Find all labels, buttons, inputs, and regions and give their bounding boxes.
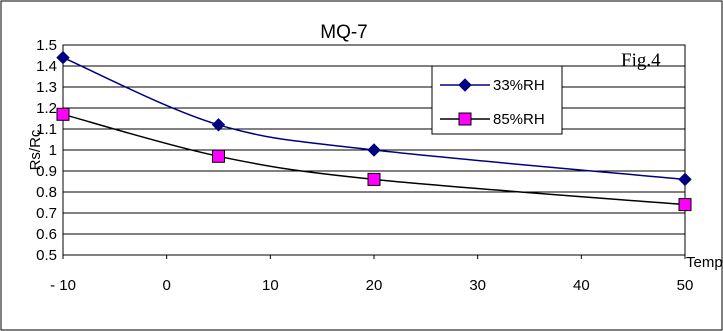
data-point-85-rh — [56, 107, 70, 121]
x-tick-label: 20 — [366, 277, 383, 294]
y-tick-label: 1.2 — [36, 100, 57, 117]
x-tick-label: 40 — [573, 277, 590, 294]
data-point-85-rh — [212, 149, 225, 163]
y-tick-label: 1.3 — [36, 79, 57, 96]
figure-label: Fig.4 — [621, 50, 661, 71]
y-tick-label: 0.5 — [36, 247, 57, 264]
x-tick-label: - 10 — [50, 277, 76, 294]
series-layer — [56, 50, 692, 212]
data-point-33-rh — [678, 172, 692, 187]
chart-title: MQ-7 — [320, 22, 368, 43]
legend: 33%RH 85%RH — [431, 65, 563, 135]
x-tick-label: 0 — [162, 277, 170, 294]
y-tick-label: 0.7 — [36, 205, 57, 222]
x-axis-title: Temp — [686, 254, 723, 271]
y-tick-label: 1.1 — [36, 121, 57, 138]
data-point-33-rh — [367, 143, 381, 157]
data-point-85-rh — [678, 198, 692, 212]
x-tick-label: 10 — [262, 277, 279, 294]
x-tick-label: 30 — [469, 277, 486, 294]
y-tick-label: 1.4 — [36, 58, 57, 75]
legend-label-33-rh: 33%RH — [493, 77, 545, 94]
y-axis-title: Rs/Rc — [27, 129, 44, 170]
y-tick-label: 0.9 — [36, 163, 57, 180]
legend-label-85-rh: 85%RH — [493, 111, 545, 128]
legend-box — [431, 65, 563, 135]
y-tick-label: 1.5 — [36, 37, 57, 54]
x-tick-labels: - 10 0 10 20 30 40 50 — [50, 255, 693, 294]
y-tick-label: 1 — [49, 142, 57, 159]
series-line-33-rh — [62, 56, 686, 181]
series-line-85-rh — [62, 113, 686, 206]
y-tick-label: 0.6 — [36, 226, 57, 243]
legend-marker-33-rh — [458, 78, 472, 92]
data-point-85-rh — [367, 172, 381, 186]
y-tick-labels: 0.5 0.6 0.7 0.8 0.9 1 1.1 1.2 1.3 1.4 1.5 — [36, 37, 57, 264]
data-point-33-rh — [56, 50, 70, 65]
x-tick-label: 50 — [677, 277, 694, 294]
legend-marker-85-rh — [458, 112, 472, 126]
y-tick-label: 0.8 — [36, 184, 57, 201]
data-point-33-rh — [211, 118, 226, 132]
